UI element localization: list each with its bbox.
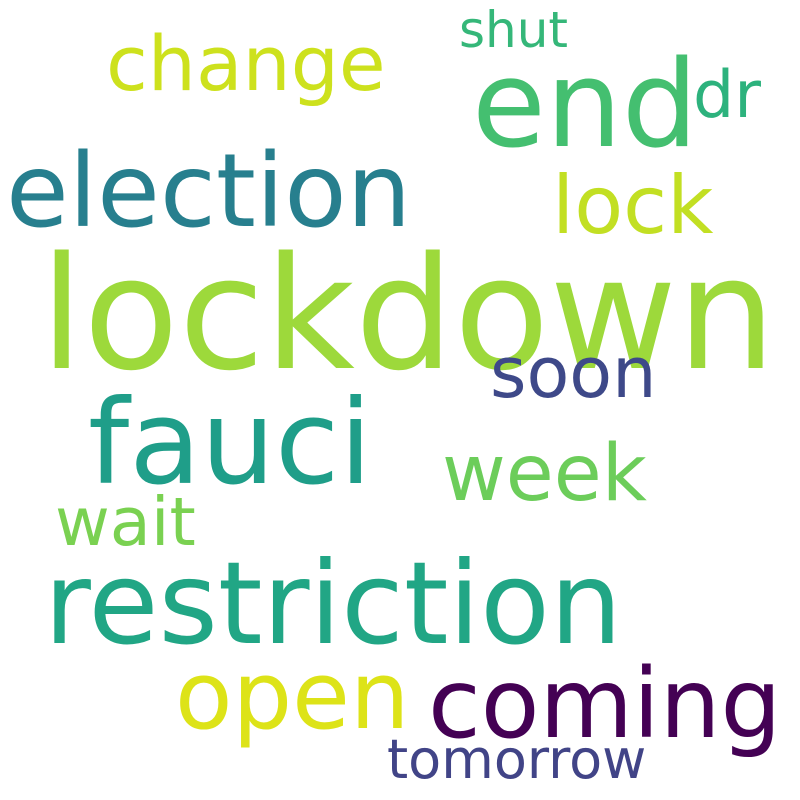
word-change: change — [106, 19, 386, 108]
word-week: week — [442, 429, 647, 519]
word-tomorrow: tomorrow — [387, 728, 647, 791]
word-soon: soon — [490, 332, 657, 414]
word-election: election — [6, 132, 412, 251]
word-fauci: fauci — [88, 374, 372, 511]
word-restriction: restriction — [44, 537, 623, 670]
word-coming: coming — [428, 648, 782, 760]
word-open: open — [175, 642, 410, 751]
word-wait: wait — [55, 483, 196, 561]
word-lock: lock — [552, 159, 714, 252]
word-shut: shut — [459, 1, 569, 59]
word-lockdown: lockdown — [40, 223, 776, 405]
word-end: end — [472, 36, 699, 175]
word-dr: dr — [693, 58, 761, 133]
